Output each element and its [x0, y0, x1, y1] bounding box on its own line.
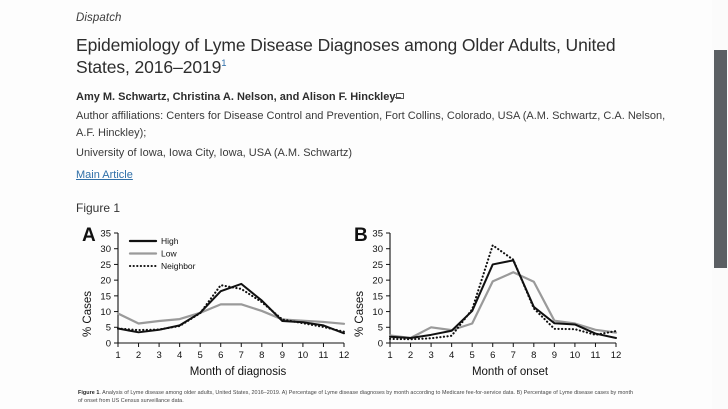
figure-caption-label: Figure 1	[78, 390, 100, 397]
series-line-low	[388, 271, 618, 340]
x-tick-label: 12	[339, 350, 350, 361]
x-tick-label: 4	[177, 350, 182, 361]
panel-a-series-group	[116, 283, 346, 335]
main-article-link[interactable]: Main Article	[76, 169, 133, 182]
y-tick-label: 5	[378, 323, 383, 334]
y-tick-label: 0	[106, 339, 111, 350]
panel-a-y-axis: 0 5 10 15 20 25 30 35	[100, 229, 118, 350]
x-tick-label: 6	[218, 350, 223, 361]
panel-a-x-axis: 1 2 3 4 5 6 7 8 9 10 11 12	[115, 343, 349, 361]
y-tick-label: 10	[372, 307, 383, 318]
x-tick-label: 3	[156, 350, 161, 361]
x-tick-label: 8	[259, 350, 264, 361]
y-tick-label: 0	[378, 339, 383, 350]
y-tick-label: 10	[100, 307, 111, 318]
chart-panel-b: B 0 5 10 15 20 25 30 35 1 2 3 4 5 6 7 8 9 10 11 12 % Cases…	[350, 219, 622, 384]
x-tick-label: 10	[298, 350, 309, 361]
panel-b-x-axis-title: Month of onset	[472, 366, 549, 378]
y-tick-label: 25	[372, 260, 383, 271]
y-tick-label: 30	[372, 244, 383, 255]
x-tick-label: 9	[280, 350, 285, 361]
panel-b-y-axis: 0 5 10 15 20 25 30 35	[372, 229, 390, 350]
x-tick-label: 5	[470, 350, 475, 361]
page-title: Epidemiology of Lyme Disease Diagnoses a…	[76, 34, 672, 79]
x-tick-label: 10	[570, 350, 581, 361]
article-kicker: Dispatch	[76, 12, 122, 24]
scrollbar-thumb[interactable]	[714, 50, 727, 268]
x-tick-label: 4	[449, 350, 454, 361]
y-tick-label: 30	[100, 244, 111, 255]
legend-label-low: Low	[161, 249, 177, 259]
figure-1: A 0 5 10 15 20 25 30 35 1 2 3 4 5 6 7 8 9 10 11 12 High Low…	[78, 219, 638, 406]
figure-panels: A 0 5 10 15 20 25 30 35 1 2 3 4 5 6 7 8 9 10 11 12 High Low…	[78, 219, 638, 384]
series-line-high	[117, 283, 345, 335]
author-names: Amy M. Schwartz, Christina A. Nelson, an…	[76, 90, 396, 103]
affiliation-line-1: Author affiliations: Centers for Disease…	[76, 110, 666, 140]
panel-a-x-axis-title: Month of diagnosis	[190, 366, 287, 378]
x-tick-label: 1	[387, 350, 392, 361]
series-line-neighbor	[116, 284, 346, 334]
envelope-icon[interactable]	[396, 92, 405, 99]
panel-b-y-axis-title: % Cases	[354, 291, 366, 337]
x-tick-label: 6	[490, 350, 495, 361]
panel-a-y-axis-title: % Cases	[82, 291, 94, 337]
x-tick-label: 2	[408, 350, 413, 361]
article-content: Dispatch Epidemiology of Lyme Disease Di…	[0, 0, 712, 409]
x-tick-label: 9	[552, 350, 557, 361]
y-tick-label: 15	[100, 292, 111, 303]
figure-caption-text: . Analysis of Lyme disease among older a…	[78, 390, 634, 405]
panel-b-letter: B	[354, 225, 368, 246]
y-tick-label: 35	[100, 229, 111, 240]
x-tick-label: 2	[136, 350, 141, 361]
series-line-low	[116, 303, 346, 326]
y-tick-label: 25	[100, 260, 111, 271]
panel-b-series-group	[388, 244, 618, 341]
y-tick-label: 20	[372, 276, 383, 287]
x-tick-label: 7	[511, 350, 516, 361]
article-page: Dispatch Epidemiology of Lyme Disease Di…	[0, 0, 712, 409]
x-tick-label: 12	[611, 350, 622, 361]
y-tick-label: 15	[372, 292, 383, 303]
figure-label: Figure 1	[76, 201, 121, 216]
author-list: Amy M. Schwartz, Christina A. Nelson, an…	[76, 90, 672, 105]
panel-a-letter: A	[82, 225, 96, 246]
affiliation-line-2: University of Iowa, Iowa City, Iowa, USA…	[76, 147, 353, 160]
chart-panel-a: A 0 5 10 15 20 25 30 35 1 2 3 4 5 6 7 8 9 10 11 12 High Low…	[78, 219, 350, 384]
legend-label-high: High	[161, 237, 179, 247]
legend-label-neighbor: Neighbor	[161, 262, 196, 272]
title-reference-link[interactable]: 1	[221, 58, 227, 70]
x-tick-label: 11	[319, 350, 329, 361]
y-tick-label: 5	[106, 323, 111, 334]
panel-a-legend: High Low Neighbor	[128, 237, 196, 272]
x-tick-label: 1	[115, 350, 120, 361]
series-line-high	[389, 259, 617, 340]
x-tick-label: 5	[198, 350, 203, 361]
x-tick-label: 8	[531, 350, 536, 361]
scrollbar[interactable]	[712, 0, 728, 409]
x-tick-label: 11	[591, 350, 601, 361]
y-tick-label: 20	[100, 276, 111, 287]
panel-b-x-axis: 1 2 3 4 5 6 7 8 9 10 11 12	[387, 343, 621, 361]
y-tick-label: 35	[372, 229, 383, 240]
x-tick-label: 3	[428, 350, 433, 361]
figure-caption: Figure 1. Analysis of Lyme disease among…	[78, 390, 634, 406]
page-title-text: Epidemiology of Lyme Disease Diagnoses a…	[76, 35, 616, 78]
x-tick-label: 7	[239, 350, 244, 361]
